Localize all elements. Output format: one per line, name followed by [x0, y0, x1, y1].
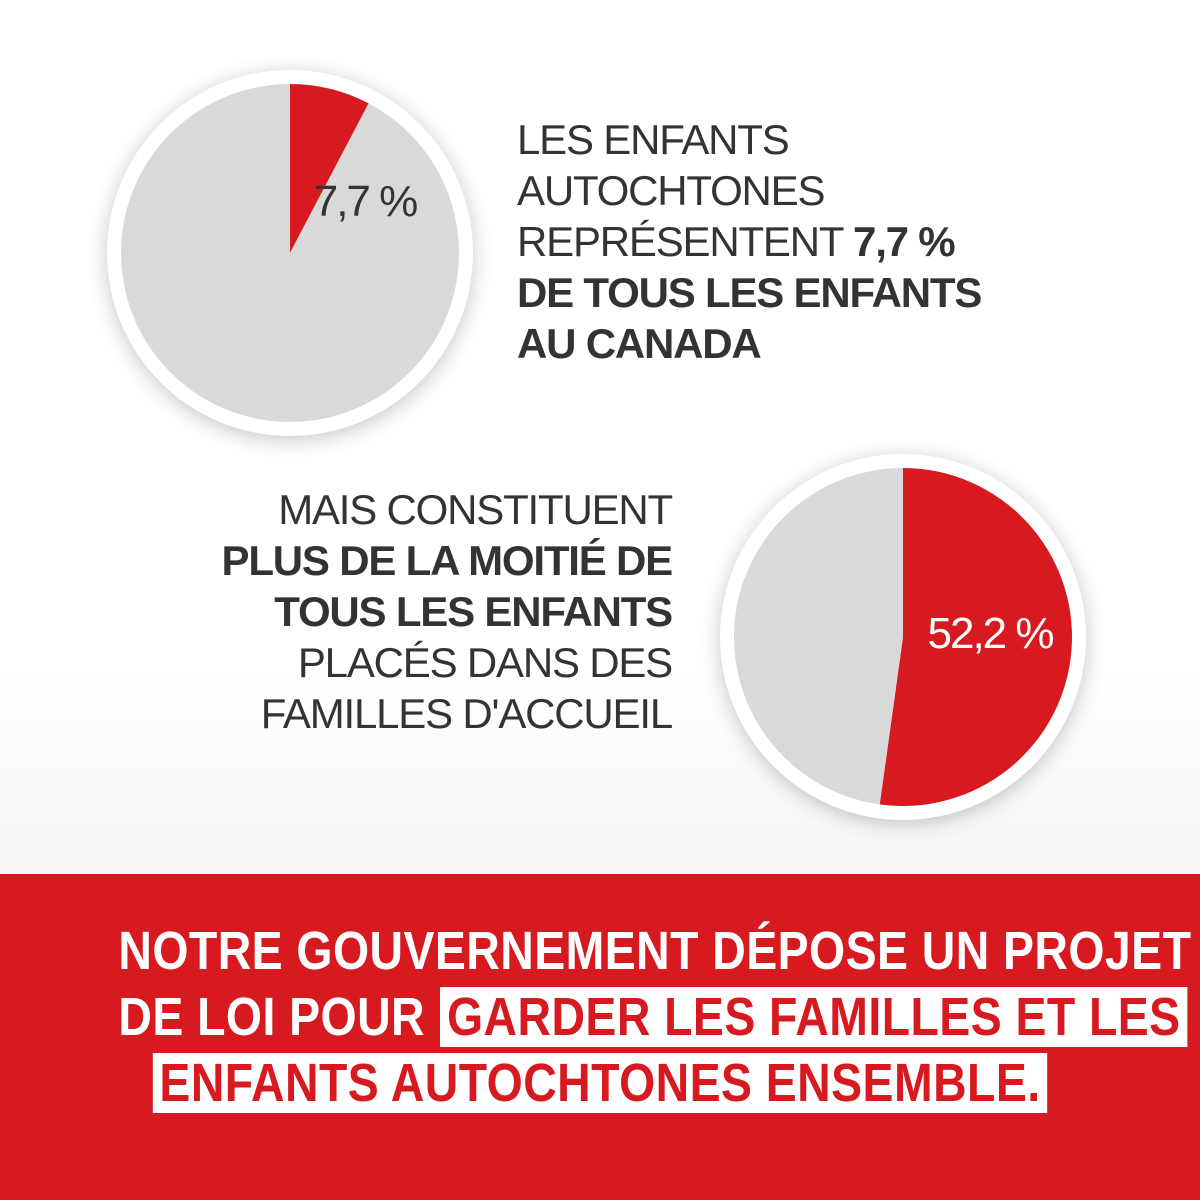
statement-1-line-3-normal: REPRÉSENTENT [517, 218, 854, 265]
statement-1-line-3-bold: 7,7 % [853, 218, 956, 265]
statement-canada-children: LES ENFANTS AUTOCHTONES REPRÉSENTENT 7,7… [517, 114, 1177, 369]
statement-2-line-3: TOUS LES ENFANTS [274, 588, 673, 635]
pie-1-slice-label: 7,7 % [314, 177, 417, 226]
banner-line-3: ENFANTS AUTOCHTONES ENSEMBLE. [118, 1050, 1081, 1116]
pie-2-slice-0 [879, 468, 1072, 806]
pie-svg-1: 7,7 % [107, 70, 473, 436]
pie-1-slice-0 [290, 84, 369, 253]
pie-1-slice-1 [120, 84, 459, 422]
banner-line-2: DE LOI POUR GARDER LES FAMILLES ET LES [118, 984, 1188, 1050]
pie-svg-2: 52,2 % [720, 454, 1086, 820]
banner-line-2-highlight: GARDER LES FAMILLES ET LES [440, 987, 1188, 1047]
statement-1-line-2: AUTOCHTONES [517, 167, 825, 214]
statement-1-line-1: LES ENFANTS [517, 116, 790, 163]
banner-line-3-highlight: ENFANTS AUTOCHTONES ENSEMBLE. [152, 1053, 1048, 1113]
banner-line-2-plain: DE LOI POUR [118, 987, 426, 1047]
statement-1-line-3: REPRÉSENTENT 7,7 % [517, 216, 1177, 267]
statement-2-line-5: FAMILLES D'ACCUEIL [260, 690, 673, 737]
statement-1-line-5: AU CANADA [517, 320, 762, 367]
banner-headline: NOTRE GOUVERNEMENT DÉPOSE UN PROJET DE L… [118, 918, 1192, 1116]
statement-2-line-2: PLUS DE LA MOITIÉ DE [221, 537, 674, 584]
pie-chart-canada-children: 7,7 % [105, 68, 475, 438]
pie-2-slice-label: 52,2 % [928, 609, 1054, 658]
pie-chart-foster-children: 52,2 % [718, 452, 1088, 822]
banner-line-1: NOTRE GOUVERNEMENT DÉPOSE UN PROJET [118, 921, 1192, 981]
statement-foster-care: MAIS CONSTITUENT PLUS DE LA MOITIÉ DE TO… [60, 484, 674, 739]
statement-2-line-4: PLACÉS DANS DES [297, 639, 673, 686]
pie-2-slice-1 [734, 468, 903, 805]
statement-2-line-1: MAIS CONSTITUENT [278, 486, 673, 533]
statement-1-line-4: DE TOUS LES ENFANTS [517, 269, 982, 316]
